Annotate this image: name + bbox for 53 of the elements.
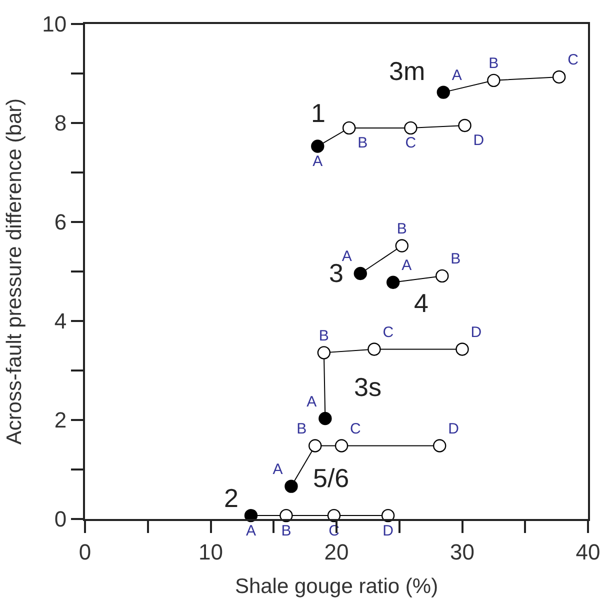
y-tick-label: 10: [42, 12, 67, 37]
data-label: C: [382, 324, 394, 341]
data-label: C: [568, 52, 579, 69]
x-axis-title: Shale gouge ratio (%): [234, 575, 438, 598]
data-label: D: [382, 522, 394, 540]
y-tick-label: 8: [54, 110, 67, 136]
point: [487, 74, 500, 88]
data-label: B: [281, 522, 292, 540]
y-axis-title: Across-fault pressure difference (bar): [2, 98, 26, 445]
point: [404, 121, 418, 135]
y-tick-label: 2: [54, 408, 67, 433]
data-label: D: [473, 132, 484, 150]
data-label: B: [318, 327, 329, 344]
x-tick-label: 10: [198, 539, 223, 564]
series-label: 2: [224, 483, 238, 513]
data-label: A: [402, 257, 412, 274]
point: [317, 346, 331, 360]
data-label: A: [312, 153, 323, 170]
x-tick-label: 0: [78, 539, 92, 564]
series-label: 3s: [354, 372, 382, 402]
data-label: A: [272, 461, 283, 478]
point: [433, 439, 446, 452]
data-label: B: [488, 55, 499, 72]
data-label: C: [405, 134, 416, 152]
series-label: 4: [414, 288, 428, 318]
data-label: B: [296, 420, 307, 438]
point: [458, 118, 472, 132]
data-label: A: [306, 393, 317, 410]
y-tick-label: 6: [54, 210, 67, 235]
y-tick-label: 0: [54, 506, 67, 532]
point: [456, 342, 469, 356]
point: [308, 439, 322, 452]
data-label: A: [246, 522, 256, 540]
x-tick-label: 40: [576, 539, 600, 564]
data-label: D: [448, 420, 460, 438]
series-label: 3: [329, 258, 344, 288]
point: [552, 70, 566, 84]
y-tick-label: 4: [54, 308, 67, 334]
data-label: B: [450, 250, 461, 268]
data-label: B: [358, 134, 368, 152]
point: [334, 439, 348, 452]
data-label: B: [396, 220, 407, 238]
data-label: C: [350, 420, 362, 438]
data-label: D: [470, 324, 482, 341]
series-label: 1: [311, 98, 326, 128]
point: [368, 342, 381, 356]
data-label: A: [452, 67, 462, 84]
series-label: 3m: [389, 56, 426, 86]
series-label: 5/6: [313, 463, 350, 493]
x-tick-label: 20: [324, 539, 349, 564]
data-label: A: [342, 248, 352, 266]
x-tick-label: 30: [450, 539, 474, 564]
point: [342, 121, 356, 135]
